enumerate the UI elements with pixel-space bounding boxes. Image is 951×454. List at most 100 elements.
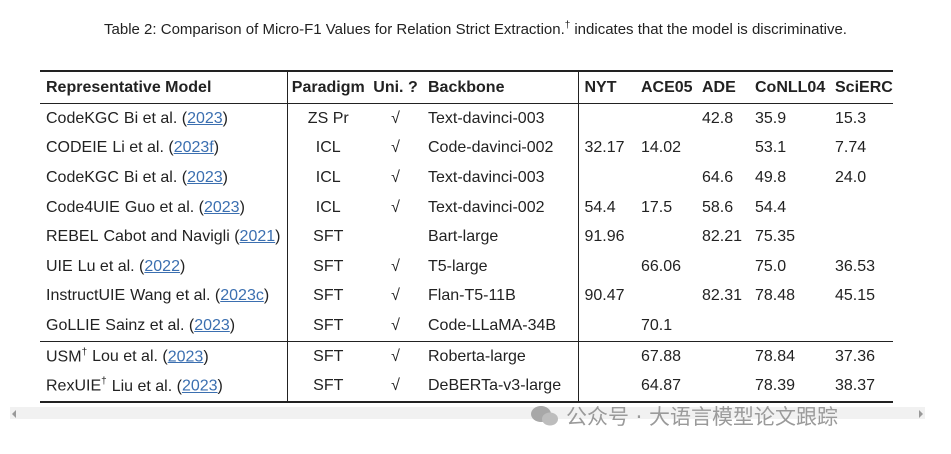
uni-cell: √ <box>391 109 400 127</box>
score-cell <box>578 252 635 282</box>
column-header: ADE <box>696 71 749 104</box>
table-row: USM† Lou et al. (2023) SFT √ Roberta-large 67… <box>40 340 893 372</box>
model-ref: Guo et al. ( <box>124 198 204 216</box>
model-ref-end: ) <box>229 316 236 334</box>
backbone-cell: Roberta-large <box>422 340 579 372</box>
citation-link[interactable]: 2023 <box>167 348 204 366</box>
model-cell: GoLLIE Sainz et al. (2023) <box>40 311 288 342</box>
score-cell: 78.48 <box>755 287 796 305</box>
scrollbar[interactable] <box>10 407 925 419</box>
backbone-cell: Code-davinci-002 <box>422 133 579 164</box>
header-row: Representative Model Paradigm Uni. ? Backbo… <box>40 71 893 104</box>
score-cell: 64.6 <box>702 168 734 186</box>
backbone-cell: Bart-large <box>422 222 579 252</box>
model-ref: Lu et al. ( <box>77 257 145 275</box>
score-cell: 36.53 <box>835 257 876 275</box>
score-cell <box>578 311 635 341</box>
score-cell: 75.35 <box>755 228 796 246</box>
model-ref-end: ) <box>222 168 228 186</box>
backbone-cell: Text-davinci-002 <box>422 192 579 223</box>
model-cell: CodeKGC Bi et al. (2023) <box>40 163 288 193</box>
column-header: Uni. ? <box>369 71 422 104</box>
backbone-cell: Flan-T5-11B <box>422 281 579 312</box>
score-cell <box>635 104 696 134</box>
model-ref-end: ) <box>179 257 186 275</box>
citation-link[interactable]: 2023 <box>181 377 218 395</box>
model-name: CODEIE <box>46 139 108 157</box>
model-ref: Li et al. ( <box>112 139 174 157</box>
score-cell <box>696 252 749 282</box>
score-cell: 45.15 <box>835 287 876 305</box>
score-cell: 35.9 <box>755 109 787 127</box>
model-ref-end: ) <box>222 109 228 127</box>
score-cell <box>635 222 696 252</box>
model-name: CodeKGC <box>46 109 119 127</box>
caption: Table 2: Comparison of Micro-F1 Values f… <box>0 20 951 38</box>
backbone-cell: T5-large <box>422 251 579 282</box>
model-name: CodeKGC <box>46 168 119 186</box>
uni-cell: √ <box>391 198 400 216</box>
score-cell: 14.02 <box>641 139 682 157</box>
model-cell: CODEIE Li et al. (2023f) <box>40 133 288 164</box>
uni-cell: √ <box>391 257 400 275</box>
model-ref-end: ) <box>217 377 223 395</box>
score-cell: 91.96 <box>584 228 625 246</box>
uni-cell: √ <box>391 377 400 395</box>
model-cell: USM† Lou et al. (2023) <box>40 340 288 372</box>
paradigm-cell: ICL <box>315 139 341 157</box>
caption-text: Table 2: Comparison of Micro-F1 Values f… <box>104 21 565 38</box>
score-cell: 49.8 <box>755 168 787 186</box>
score-cell <box>578 371 635 402</box>
column-header: Backbone <box>422 71 579 104</box>
wechat-icon <box>531 406 558 426</box>
table-row: CodeKGC Bi et al. (2023) ICL √ Text-davinci-… <box>40 163 893 193</box>
score-cell: 90.47 <box>584 287 625 305</box>
citation-link[interactable]: 2023 <box>187 168 223 186</box>
column-header: Representative Model <box>40 71 288 104</box>
citation-link[interactable]: 2023f <box>173 139 214 157</box>
score-cell <box>635 282 696 312</box>
model-name: UIE <box>46 257 73 275</box>
paradigm-cell: ICL <box>315 168 341 186</box>
score-cell: 32.17 <box>584 139 625 157</box>
backbone-cell: DeBERTa-v3-large <box>422 371 579 402</box>
score-cell: 7.74 <box>835 139 867 157</box>
score-cell: 82.31 <box>702 287 743 305</box>
paradigm-cell: SFT <box>313 377 344 395</box>
model-cell: RexUIE† Liu et al. (2023) <box>40 371 288 402</box>
model-ref: Lou et al. ( <box>92 348 168 366</box>
model-ref: Wang et al. ( <box>130 287 221 305</box>
results-table: Representative Model Paradigm Uni. ? Backbo… <box>40 70 893 403</box>
citation-link[interactable]: 2023 <box>187 109 223 127</box>
citation-link[interactable]: 2023 <box>194 316 230 334</box>
paradigm-cell: SFT <box>287 340 369 372</box>
uni-cell: √ <box>391 168 400 186</box>
score-cell: 66.06 <box>641 257 682 275</box>
table-row: RexUIE† Liu et al. (2023) SFT √ DeBERTa-v3-l… <box>40 371 893 402</box>
citation-link[interactable]: 2021 <box>239 228 276 246</box>
score-cell: 53.1 <box>755 139 787 157</box>
score-cell: 38.37 <box>835 377 876 395</box>
citation-link[interactable]: 2023c <box>220 287 264 305</box>
backbone-cell: Code-LLaMA-34B <box>422 311 579 342</box>
scroll-arrows <box>12 410 923 418</box>
citation-link[interactable]: 2023 <box>203 198 240 216</box>
model-ref-end: ) <box>239 198 245 216</box>
citation-link[interactable]: 2022 <box>144 257 180 275</box>
column-header: CoNLL04 <box>749 71 829 104</box>
model-cell: UIE Lu et al. (2022) <box>40 251 288 282</box>
column-header: SciERC <box>829 71 893 104</box>
watermark-text: 公众号 · 大语言模型论文跟踪 <box>566 405 839 429</box>
column-header: NYT <box>578 71 635 104</box>
model-name: Code4UIE <box>46 198 120 216</box>
score-cell <box>749 311 829 341</box>
paradigm-cell: SFT <box>313 316 344 334</box>
table-row: CODEIE Li et al. (2023f) ICL √ Code-davinci-… <box>40 133 893 164</box>
uni-cell: √ <box>391 139 400 157</box>
model-ref: Sainz et al. ( <box>105 316 195 334</box>
table-row: Code4UIE Guo et al. (2023) ICL √ Text-davinc… <box>40 192 893 223</box>
score-cell <box>578 104 635 134</box>
score-cell <box>696 371 749 402</box>
model-cell: REBEL Cabot and Navigli (2021) <box>40 222 288 252</box>
